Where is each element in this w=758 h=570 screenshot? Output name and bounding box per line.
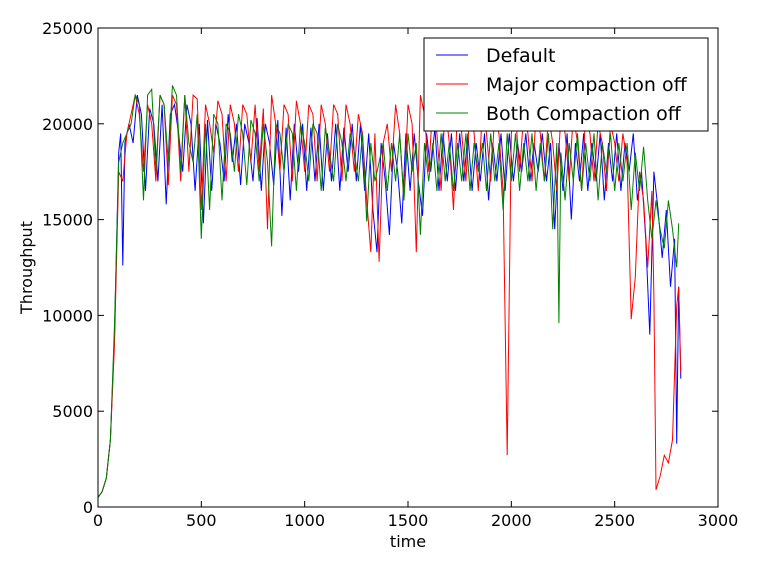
legend: Default Major compaction off Both Compac…: [423, 37, 709, 132]
x-tick-label: 2000: [491, 511, 532, 530]
series-lines: [97, 85, 682, 498]
legend-label-default: Default: [486, 45, 555, 67]
x-tick-label: 3000: [698, 511, 739, 530]
y-axis-label: Throughput: [17, 221, 36, 315]
x-tick-label: 500: [186, 511, 217, 530]
legend-label-both-compaction-off: Both Compaction off: [486, 103, 682, 125]
series-line-default: [97, 94, 682, 498]
x-tick-label: 1000: [284, 511, 325, 530]
axis-ticks: 0 500 1000 1500 2000 2500 3000 0 5000 10000 15000 2…: [42, 19, 738, 530]
y-tick-label: 10000: [42, 306, 93, 325]
y-tick-label: 15000: [42, 211, 93, 230]
x-tick-label: 1500: [388, 511, 429, 530]
x-axis-label: time: [390, 532, 426, 551]
y-tick-label: 0: [83, 498, 93, 517]
series-line-major-compaction-off: [97, 94, 682, 498]
y-tick-label: 20000: [42, 115, 93, 134]
x-tick-label: 0: [93, 511, 103, 530]
x-tick-label: 2500: [594, 511, 635, 530]
legend-label-major-compaction-off: Major compaction off: [486, 74, 688, 96]
series-line-both-compaction-off: [97, 85, 680, 498]
y-tick-label: 5000: [52, 402, 93, 421]
legend-box: [423, 37, 709, 132]
y-tick-label: 25000: [42, 19, 93, 38]
